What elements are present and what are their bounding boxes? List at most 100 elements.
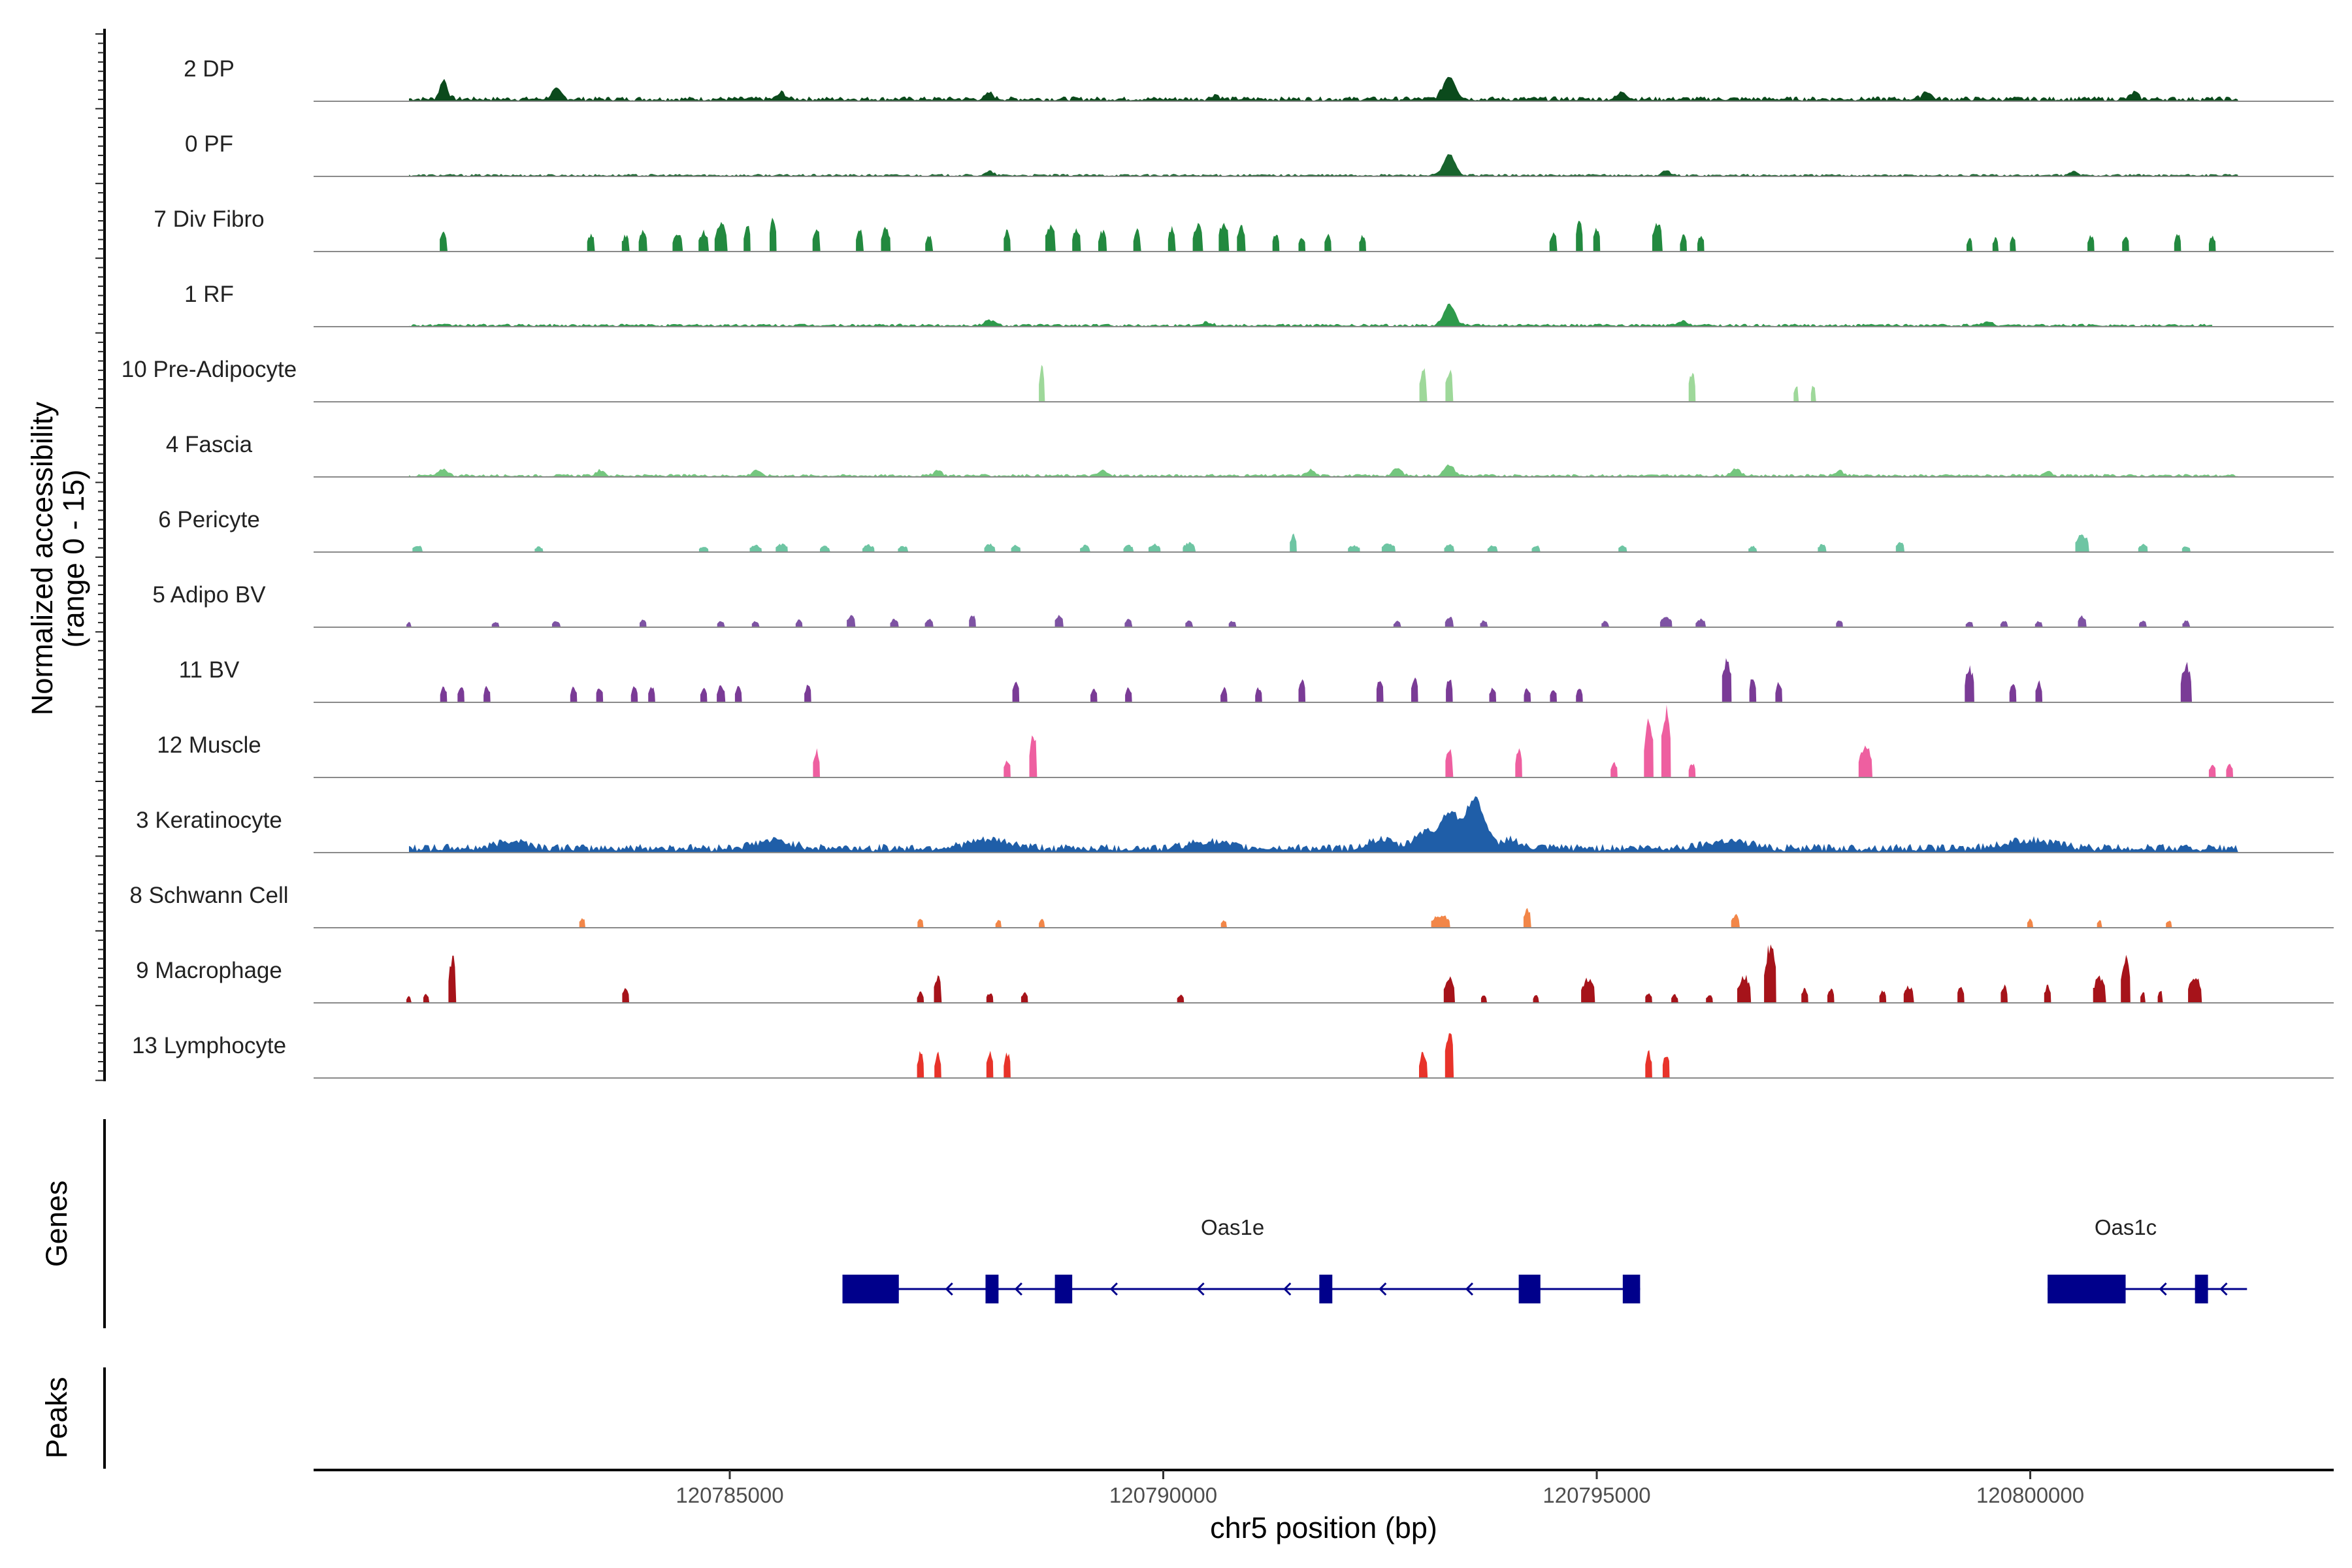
gene-annotations: Oas1e Oas1c bbox=[842, 1215, 2247, 1303]
coverage-peak bbox=[743, 225, 751, 252]
coverage-peak bbox=[1133, 228, 1141, 252]
coverage-peak bbox=[1381, 543, 1396, 552]
coverage-peak bbox=[1531, 546, 1541, 552]
coverage-peak bbox=[579, 918, 585, 928]
coverage-peak bbox=[1348, 545, 1360, 552]
gene-exon bbox=[1518, 1275, 1541, 1303]
coverage-peak bbox=[491, 622, 500, 627]
coverage-peak bbox=[2181, 546, 2191, 552]
coverage-peak bbox=[1818, 544, 1827, 552]
coverage-peak bbox=[1185, 620, 1194, 627]
coverage-peak bbox=[812, 229, 821, 252]
coverage-peak bbox=[804, 685, 811, 702]
coverage-peak bbox=[1524, 688, 1531, 702]
coverage-peak bbox=[2093, 975, 2106, 1003]
coverage-peak bbox=[2034, 621, 2043, 627]
coverage-peak bbox=[770, 218, 777, 252]
coverage-peak bbox=[423, 994, 430, 1003]
coverage-peak bbox=[1895, 542, 1905, 552]
coverage-peak bbox=[1695, 618, 1707, 627]
gene-oas1e: Oas1e bbox=[842, 1215, 1641, 1303]
coverage-peak bbox=[1576, 220, 1583, 252]
track-3-keratinocyte: 3 Keratinocyte bbox=[136, 796, 2334, 853]
coverage-peak bbox=[1072, 228, 1081, 252]
coverage-peak bbox=[2001, 984, 2008, 1003]
coverage-peak bbox=[700, 687, 708, 702]
coverage-peak bbox=[2180, 662, 2192, 702]
coverage-peak bbox=[1793, 386, 1799, 402]
strand-arrow bbox=[1379, 1282, 1387, 1296]
coverage-peak bbox=[714, 221, 728, 252]
track-8-schwann-cell: 8 Schwann Cell bbox=[129, 883, 2334, 928]
coverage-peak bbox=[1148, 543, 1161, 552]
coverage-peak bbox=[1550, 690, 1557, 702]
coverage-peak bbox=[406, 621, 412, 627]
coverage-peak bbox=[1489, 687, 1497, 702]
track-label: 9 Macrophage bbox=[136, 958, 282, 983]
track-4-fascia: 4 Fascia bbox=[166, 432, 2334, 478]
coverage-peak bbox=[1581, 977, 1595, 1003]
coverage-peak bbox=[1039, 919, 1045, 928]
coverage-peak bbox=[1168, 225, 1176, 252]
coverage-peak bbox=[984, 543, 996, 552]
x-axis-ticks: 120785000 120790000 120795000 120800000 bbox=[676, 1470, 2084, 1507]
coverage-signal bbox=[408, 796, 2239, 853]
coverage-peak bbox=[1445, 369, 1454, 402]
x-tick-label: 120795000 bbox=[1543, 1483, 1650, 1507]
coverage-peak bbox=[1220, 687, 1228, 702]
coverage-peak bbox=[1801, 988, 1808, 1003]
coverage-peak bbox=[1445, 749, 1454, 777]
coverage-peak bbox=[1549, 232, 1558, 252]
coverage-peak bbox=[1688, 372, 1696, 402]
coverage-peak bbox=[1749, 679, 1757, 702]
coverage-peak bbox=[934, 975, 942, 1003]
coverage-peak bbox=[2157, 990, 2163, 1003]
coverage-peak bbox=[881, 227, 891, 252]
coverage-peak bbox=[1610, 762, 1618, 777]
strand-arrow bbox=[1283, 1282, 1292, 1296]
coverage-peak bbox=[1004, 1052, 1011, 1078]
coverage-signal bbox=[408, 464, 2239, 477]
track-5-adipo-bv: 5 Adipo BV bbox=[152, 582, 2334, 628]
track-13-lymphocyte: 13 Lymphocyte bbox=[132, 1033, 2334, 1079]
track-6-pericyte: 6 Pericyte bbox=[158, 507, 2334, 553]
coverage-peak bbox=[1443, 976, 1455, 1003]
coverage-peak bbox=[1697, 235, 1705, 252]
coverage-peak bbox=[2140, 992, 2146, 1003]
coverage-peak bbox=[1039, 365, 1045, 402]
coverage-peak bbox=[1645, 1050, 1652, 1078]
coverage-signal bbox=[408, 154, 2239, 176]
coverage-peak bbox=[1764, 944, 1776, 1003]
coverage-peak bbox=[1445, 1033, 1454, 1078]
coverage-peak bbox=[406, 996, 412, 1003]
coverage-tracks: 2 DP 0 PF 7 Div Fibro 1 RF 10 Pre-Adipocyte 4… bbox=[122, 56, 2334, 1079]
coverage-peak bbox=[1644, 718, 1654, 777]
coverage-peak bbox=[1220, 920, 1227, 928]
strand-arrow bbox=[945, 1282, 953, 1296]
coverage-peak bbox=[862, 544, 875, 552]
coverage-peak bbox=[440, 686, 448, 702]
coverage-peak bbox=[1298, 679, 1306, 702]
coverage-peak bbox=[1659, 617, 1673, 627]
peaks-panel-title: Peaks bbox=[40, 1377, 73, 1458]
coverage-y-axis-ticks bbox=[95, 33, 105, 1081]
coverage-peak bbox=[1098, 229, 1107, 252]
coverage-peak bbox=[1775, 681, 1782, 702]
strand-arrow bbox=[1109, 1282, 1118, 1296]
coverage-peak bbox=[1879, 990, 1887, 1003]
coverage-peak bbox=[1431, 915, 1450, 928]
coverage-peak bbox=[1123, 544, 1134, 552]
coverage-peak bbox=[917, 1051, 924, 1078]
coverage-peak bbox=[698, 229, 710, 252]
x-axis-title: chr5 position (bp) bbox=[1210, 1511, 1437, 1544]
coverage-peak bbox=[1011, 544, 1021, 552]
coverage-peak bbox=[1192, 223, 1203, 252]
coverage-peak bbox=[1827, 988, 1835, 1003]
coverage-peak bbox=[898, 546, 909, 552]
coverage-peak bbox=[534, 546, 544, 552]
coverage-peak bbox=[776, 543, 788, 552]
coverage-peak bbox=[551, 621, 561, 627]
coverage-peak bbox=[1533, 995, 1539, 1003]
coverage-peak bbox=[1515, 748, 1522, 777]
